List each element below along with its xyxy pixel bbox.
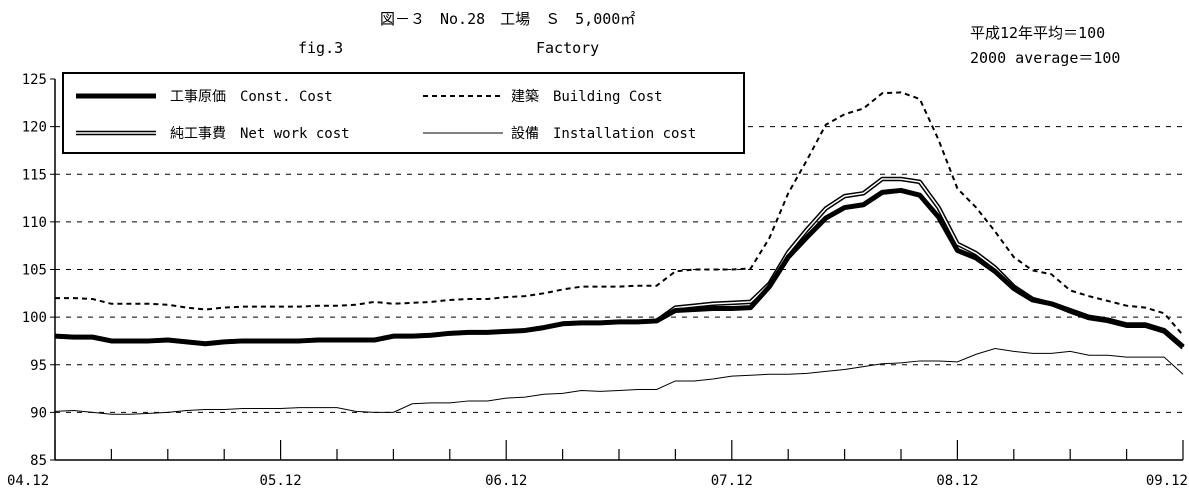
chart-subtitle-left: fig.3 [298,39,343,57]
legend-label-installation-cost: 設備 Installation cost [511,126,696,142]
legend-label-building-cost: 建築 Building Cost [511,89,663,105]
axes: 85 90 95 100 105 110 115 120 125 04.12 05.12 06.12 0… [7,72,1188,489]
series-lines [54,91,1185,415]
legend-box [62,72,745,154]
x-tick-label: 05.12 [260,473,302,489]
base-note-en: 2000 average＝100 [970,49,1120,67]
legend-label-const-cost: 工事原価 Const. Cost [170,89,333,105]
series-line-building-cost [55,91,1184,336]
grid-lines [55,126,1183,413]
x-tick-label: 09.12 [1146,473,1188,489]
y-tick-label: 110 [22,215,47,231]
base-note-ja: 平成12年平均＝100 [970,24,1105,42]
y-tick-label: 95 [30,358,47,374]
chart-subtitle-right: Factory [536,39,599,57]
y-tick-label: 115 [22,167,47,183]
series-line-installation-cost [54,348,1184,415]
chart-title: 図－３ No.28 工場 Ｓ 5,000㎡ [380,10,635,28]
x-tick-label: 04.12 [7,473,49,489]
x-tick-label: 06.12 [485,473,527,489]
y-tick-label: 120 [22,120,47,136]
y-tick-label: 90 [30,405,47,421]
y-tick-label: 100 [22,310,47,326]
series-line-const-cost [54,187,1185,349]
y-tick-label: 125 [22,72,47,88]
y-tick-label: 85 [30,453,47,469]
x-tick-label: 07.12 [711,473,753,489]
x-tick-label: 08.12 [936,473,978,489]
y-tick-label: 105 [22,263,47,279]
legend-label-net-work-cost: 純工事費 Net work cost [170,126,350,142]
legend: 工事原価 Const. Cost 純工事費 Net work cost 建築 B… [62,72,745,154]
